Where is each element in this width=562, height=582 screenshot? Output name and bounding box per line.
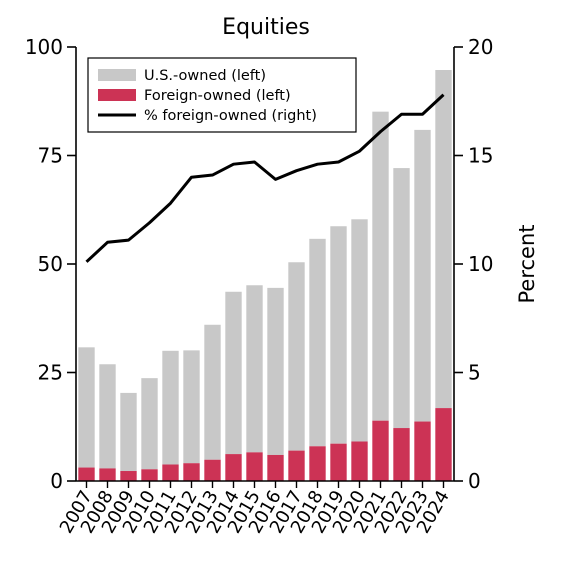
right-tick-label-15: 15	[468, 144, 493, 168]
bar-us-owned-2016	[267, 287, 284, 455]
right-tick-label-5: 5	[468, 361, 481, 385]
legend-swatch-foreign-owned	[98, 89, 136, 101]
right-tick-label-20: 20	[468, 35, 493, 59]
bar-us-owned-2021	[372, 111, 389, 421]
right-axis-title: Percent	[515, 224, 539, 303]
bar-foreign-owned-2010	[141, 469, 158, 481]
line-pct-foreign-owned	[85, 93, 445, 263]
bar-foreign-owned-2012	[183, 463, 200, 481]
chart-title: Equities	[222, 15, 310, 40]
bar-foreign-owned-2024	[435, 408, 452, 481]
bar-foreign-owned-2014	[225, 454, 242, 481]
bar-foreign-owned-2009	[120, 471, 137, 481]
bar-foreign-owned-2015	[246, 452, 263, 481]
bar-us-owned-2012	[183, 350, 200, 464]
left-tick-label-100: 100	[25, 35, 63, 59]
left-tick-label-75: 75	[38, 144, 63, 168]
legend-swatch-us-owned	[98, 69, 136, 81]
bar-foreign-owned-2022	[393, 428, 410, 481]
bar-us-owned-2020	[351, 219, 368, 442]
bar-foreign-owned-2023	[414, 421, 431, 481]
bar-us-owned-2007	[78, 347, 95, 468]
bar-us-owned-2018	[309, 238, 326, 447]
bar-foreign-owned-2011	[162, 464, 179, 481]
right-tick-label-10: 10	[468, 252, 493, 276]
legend-label-us-owned: U.S.-owned (left)	[144, 68, 266, 84]
line-layer	[85, 93, 445, 263]
bar-us-owned-2019	[330, 226, 347, 444]
bar-foreign-owned-2017	[288, 450, 305, 481]
bar-foreign-owned-2018	[309, 446, 326, 481]
bar-foreign-owned-2008	[99, 468, 116, 481]
legend-label-foreign-owned: Foreign-owned (left)	[144, 88, 291, 104]
bar-us-owned-2013	[204, 324, 221, 460]
bar-us-owned-2024	[435, 70, 452, 409]
bar-us-owned-2008	[99, 364, 116, 469]
bar-foreign-owned-2021	[372, 420, 389, 481]
left-tick-label-50: 50	[38, 252, 63, 276]
bar-foreign-owned-2013	[204, 459, 221, 481]
bar-foreign-owned-2007	[78, 467, 95, 481]
bar-us-owned-2017	[288, 262, 305, 451]
left-tick-label-0: 0	[50, 469, 63, 493]
bar-us-owned-2010	[141, 378, 158, 470]
right-tick-label-0: 0	[468, 469, 481, 493]
bar-foreign-owned-2016	[267, 454, 284, 481]
bar-us-owned-2009	[120, 392, 137, 472]
legend: U.S.-owned (left) Foreign-owned (left) % f…	[87, 57, 357, 133]
bar-foreign-owned-2019	[330, 443, 347, 481]
bar-us-owned-2011	[162, 350, 179, 465]
legend-label-pct-foreign-owned: % foreign-owned (right)	[144, 108, 317, 124]
axes-layer: 0255075100051015202007200820092010201120…	[25, 35, 494, 537]
bar-foreign-owned-2020	[351, 441, 368, 481]
bars-layer	[78, 70, 452, 481]
bar-us-owned-2015	[246, 285, 263, 453]
bar-us-owned-2022	[393, 168, 410, 429]
left-tick-label-25: 25	[38, 361, 63, 385]
bar-us-owned-2023	[414, 129, 431, 422]
bar-us-owned-2014	[225, 291, 242, 455]
